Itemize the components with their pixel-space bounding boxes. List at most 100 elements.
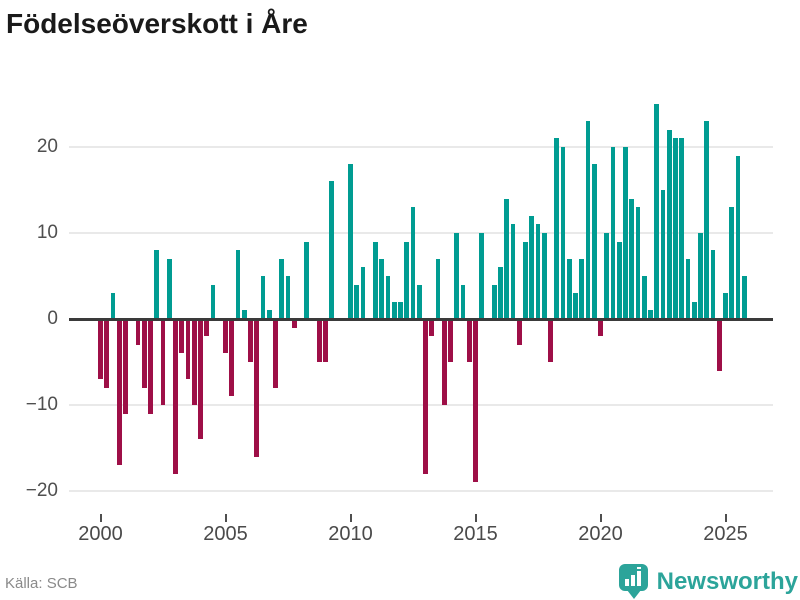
bar-negative [598,319,603,337]
bar-negative [716,319,722,371]
bar-positive [573,293,578,319]
bar-negative [254,319,260,457]
source-text: Källa: SCB [5,575,78,592]
y-axis-label: 10 [36,222,58,243]
bar-positive [166,258,172,319]
bar-positive [654,104,660,319]
bar-positive [241,310,247,319]
chart-title: Födelseöverskott i Åre [6,8,308,39]
x-axis-tick [99,514,102,522]
bar-negative [423,319,428,474]
bar-negative [198,319,203,440]
bar-negative [273,319,278,388]
bar-positive [260,276,266,319]
bar-positive [629,198,635,319]
bar-positive [491,284,497,319]
bar-negative [116,319,122,466]
bar-positive [698,233,703,319]
bar-positive [648,310,653,319]
y-axis-label: 20 [36,136,58,157]
bar-negative [148,319,153,414]
bar-positive [385,276,391,319]
bar-negative [229,319,235,397]
bar-positive [673,138,678,319]
bar-positive [610,147,616,319]
gridline [69,490,773,492]
bar-positive [354,284,360,319]
bar-negative [473,319,478,483]
bar-positive [523,241,528,319]
bar-negative [448,319,453,362]
bar-positive [623,147,628,319]
bar-positive [616,241,622,319]
bar-positive [454,233,460,319]
bar-negative [248,319,253,362]
bar-negative [173,319,178,474]
newsworthy-logo: Newsworthy [618,563,798,600]
bar-negative [429,319,435,337]
bar-positive [479,233,485,319]
bar-chart-speech-bubble-icon [618,564,648,599]
gridline [69,232,773,234]
bar-positive [560,147,566,319]
x-axis-tick [724,514,727,522]
bar-positive [666,129,672,319]
x-axis-label: 2025 [703,523,748,545]
x-axis-label: 2020 [578,523,623,545]
bar-positive [535,224,541,319]
bar-positive [741,276,747,319]
bar-negative [548,319,553,362]
bar-positive [641,276,647,319]
bar-positive [279,258,285,319]
bar-positive [416,284,422,319]
bar-positive [679,138,685,319]
bar-negative [185,319,191,380]
bar-positive [566,258,572,319]
x-axis-label: 2015 [453,523,498,545]
bar-positive [360,267,366,319]
bar-positive [635,207,641,319]
bar-positive [154,250,160,319]
x-axis-tick [599,514,602,522]
bar-positive [460,284,466,319]
bar-positive [660,190,666,319]
bar-positive [579,258,585,319]
bar-negative [441,319,447,405]
y-axis-label: 0 [47,308,58,329]
bar-positive [710,250,716,319]
bar-positive [735,155,741,319]
bar-negative [141,319,147,388]
bar-negative [466,319,472,362]
x-axis-tick [474,514,477,522]
bar-negative [316,319,322,362]
bar-positive [398,301,403,319]
zero-axis-line [69,317,773,321]
bar-negative [98,319,103,380]
gridline [69,146,773,148]
bar-positive [210,284,216,319]
bar-positive [410,207,416,319]
y-axis-label: −10 [25,394,58,415]
bar-positive [435,258,441,319]
bar-positive [504,198,510,319]
x-axis-tick [349,514,352,522]
bar-negative [516,319,522,345]
bar-positive [329,181,335,319]
bar-positive [591,164,597,319]
bar-negative [160,319,166,405]
bar-positive [554,138,560,319]
bar-negative [191,319,197,405]
bar-positive [404,241,410,319]
bar-positive [541,233,547,319]
bar-positive [529,215,535,319]
bar-positive [498,267,503,319]
bar-positive [379,258,385,319]
y-axis-label: −20 [25,480,58,501]
bar-negative [135,319,141,345]
bar-negative [104,319,110,388]
bar-positive [391,301,397,319]
x-axis-label: 2000 [78,523,123,545]
bar-positive [729,207,735,319]
bar-positive [723,293,728,319]
bar-negative [223,319,228,354]
